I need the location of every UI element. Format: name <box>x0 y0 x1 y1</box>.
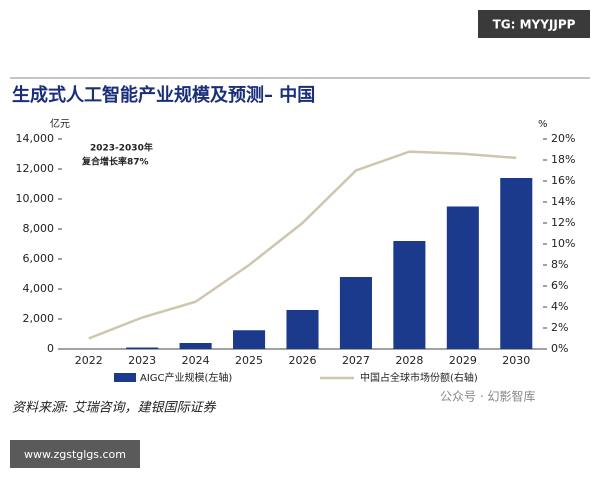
y-tick-label: 12,000 <box>16 162 55 175</box>
bar <box>339 277 372 349</box>
y2-tick-label: 4% <box>551 300 568 313</box>
line <box>88 150 517 340</box>
y2-unit: % <box>538 119 548 130</box>
y-tick-label: 2,000 <box>23 312 55 325</box>
y-tick-label: 14,000 <box>16 132 55 145</box>
bar <box>126 347 159 349</box>
legend-swatch <box>114 373 136 382</box>
y2-tick-label: 6% <box>551 279 568 292</box>
x-tick-label: 2024 <box>182 354 210 367</box>
y-tick-label: 8,000 <box>23 222 55 235</box>
y2-tick-label: 2% <box>551 321 568 334</box>
y2-tick-label: 20% <box>551 132 575 145</box>
x-tick-label: 2027 <box>342 354 370 367</box>
bar <box>446 206 479 349</box>
annotation: 2023-2030年 <box>90 142 153 154</box>
x-tick-label: 2022 <box>75 354 103 367</box>
y-unit: 亿元 <box>50 117 70 130</box>
y2-tick-label: 18% <box>551 153 575 166</box>
y-tick-label: 10,000 <box>16 192 55 205</box>
x-tick-label: 2023 <box>128 354 156 367</box>
y2-tick-label: 12% <box>551 216 575 229</box>
y2-tick-label: 10% <box>551 237 575 250</box>
annotation: 复合增长率87% <box>81 156 149 168</box>
footer-url: www.zgstglgs.com <box>24 448 126 461</box>
y-tick-label: 4,000 <box>23 282 55 295</box>
bar <box>500 178 533 349</box>
y2-tick-label: 0% <box>551 342 568 355</box>
bar <box>179 343 212 349</box>
y2-tick-label: 14% <box>551 195 575 208</box>
badge-box <box>478 10 590 38</box>
x-tick-label: 2029 <box>449 354 477 367</box>
chart-title: 生成式人工智能产业规模及预测– 中国 <box>12 84 315 106</box>
legend-label: 中国占全球市场份额(右轴) <box>360 371 478 384</box>
x-tick-label: 2028 <box>395 354 423 367</box>
x-tick-label: 2030 <box>502 354 530 367</box>
x-tick-label: 2025 <box>235 354 263 367</box>
x-tick-label: 2026 <box>289 354 317 367</box>
y2-tick-label: 8% <box>551 258 568 271</box>
y2-tick-label: 16% <box>551 174 575 187</box>
bar <box>393 241 426 349</box>
url-box <box>10 440 140 468</box>
source: 资料来源: 艾瑞咨询，建银国际证券 <box>12 401 217 416</box>
y-tick-label: 0 <box>47 342 54 355</box>
y-tick-label: 6,000 <box>23 252 55 265</box>
watermark: 公众号 · 幻影智库 <box>440 389 535 404</box>
bar <box>286 310 319 349</box>
legend-label: AIGC产业规模(左轴) <box>140 371 232 384</box>
badge: TG: MYYJJPP <box>493 18 576 32</box>
bar <box>233 330 266 349</box>
